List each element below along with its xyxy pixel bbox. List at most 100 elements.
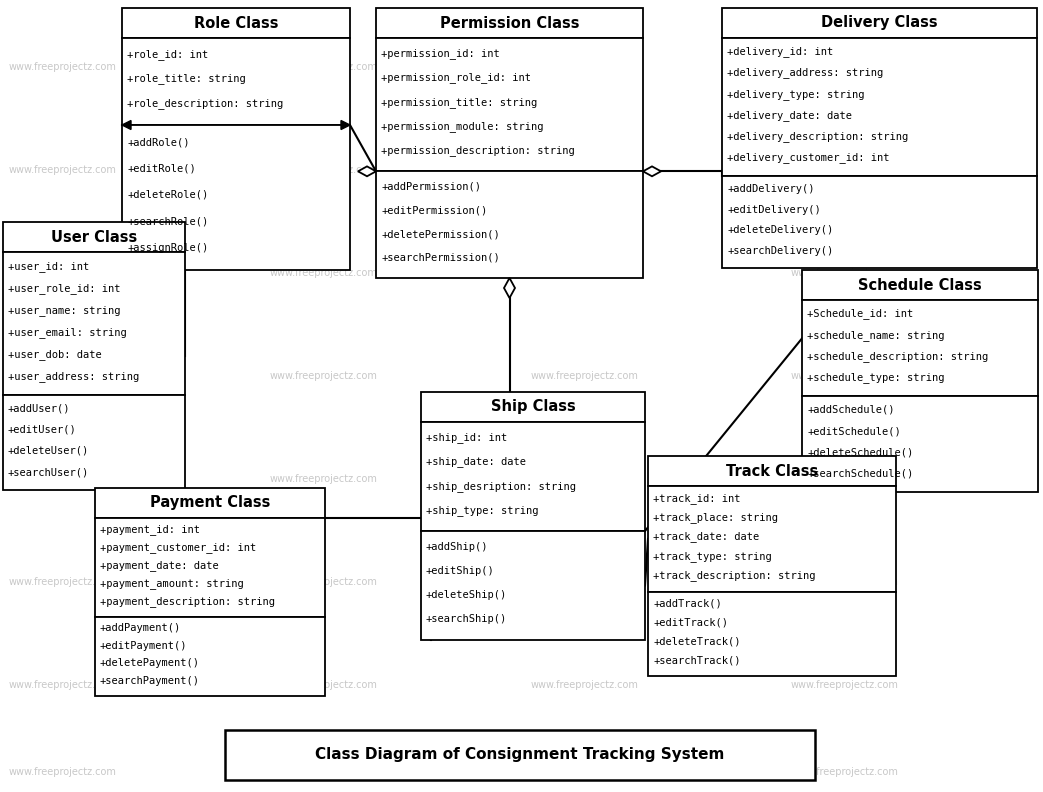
Bar <box>722 8 1037 38</box>
Text: +addSchedule(): +addSchedule() <box>807 405 895 415</box>
Text: www.freeprojectz.com: www.freeprojectz.com <box>530 474 638 484</box>
Text: www.freeprojectz.com: www.freeprojectz.com <box>791 474 899 484</box>
Text: +Schedule_id: int: +Schedule_id: int <box>807 308 914 319</box>
Text: www.freeprojectz.com: www.freeprojectz.com <box>791 166 899 175</box>
Text: +editPermission(): +editPermission() <box>381 205 487 215</box>
Text: +deletePermission(): +deletePermission() <box>381 229 500 239</box>
Text: www.freeprojectz.com: www.freeprojectz.com <box>791 63 899 72</box>
Text: +role_title: string: +role_title: string <box>127 74 246 85</box>
Text: +deleteDelivery(): +deleteDelivery() <box>727 225 833 235</box>
Text: +editSchedule(): +editSchedule() <box>807 426 901 436</box>
Text: +schedule_name: string: +schedule_name: string <box>807 329 945 341</box>
Text: www.freeprojectz.com: www.freeprojectz.com <box>8 268 117 278</box>
Text: User Class: User Class <box>51 230 137 245</box>
Text: +user_email: string: +user_email: string <box>8 327 127 337</box>
Text: +assignRole(): +assignRole() <box>127 242 209 253</box>
Text: www.freeprojectz.com: www.freeprojectz.com <box>791 767 899 777</box>
Bar <box>648 486 896 592</box>
Text: +user_role_id: int: +user_role_id: int <box>8 283 121 294</box>
Text: +deleteTrack(): +deleteTrack() <box>653 636 741 646</box>
Text: +track_date: date: +track_date: date <box>653 531 759 543</box>
Text: +addShip(): +addShip() <box>426 542 488 552</box>
Bar <box>722 176 1037 268</box>
Text: www.freeprojectz.com: www.freeprojectz.com <box>269 680 378 690</box>
Text: www.freeprojectz.com: www.freeprojectz.com <box>269 268 378 278</box>
Text: +payment_description: string: +payment_description: string <box>100 596 275 607</box>
Text: www.freeprojectz.com: www.freeprojectz.com <box>530 767 638 777</box>
Text: +delivery_date: date: +delivery_date: date <box>727 110 852 121</box>
Text: +ship_desription: string: +ship_desription: string <box>426 481 576 492</box>
Bar <box>225 730 815 780</box>
Text: +schedule_description: string: +schedule_description: string <box>807 351 989 362</box>
Polygon shape <box>642 166 661 177</box>
Bar <box>95 488 325 518</box>
Text: +track_place: string: +track_place: string <box>653 512 778 524</box>
Text: Delivery Class: Delivery Class <box>821 16 938 31</box>
Text: Payment Class: Payment Class <box>150 496 270 511</box>
Polygon shape <box>341 120 350 130</box>
Text: +payment_amount: string: +payment_amount: string <box>100 578 244 589</box>
Text: +permission_module: string: +permission_module: string <box>381 121 543 132</box>
Text: Ship Class: Ship Class <box>490 399 576 414</box>
Text: +searchShip(): +searchShip() <box>426 615 507 624</box>
Bar <box>421 422 645 531</box>
Text: +permission_title: string: +permission_title: string <box>381 97 537 108</box>
Text: Role Class: Role Class <box>194 16 278 31</box>
Text: +addRole(): +addRole() <box>127 137 190 147</box>
Bar <box>122 8 350 38</box>
Text: +permission_role_id: int: +permission_role_id: int <box>381 73 531 83</box>
Text: +payment_date: date: +payment_date: date <box>100 560 219 571</box>
Bar <box>802 270 1038 300</box>
Text: +addPayment(): +addPayment() <box>100 623 181 634</box>
Text: +addUser(): +addUser() <box>8 404 71 413</box>
Text: www.freeprojectz.com: www.freeprojectz.com <box>269 63 378 72</box>
Text: +editUser(): +editUser() <box>8 425 77 435</box>
Bar <box>3 394 185 490</box>
Text: +deleteUser(): +deleteUser() <box>8 446 90 456</box>
Text: www.freeprojectz.com: www.freeprojectz.com <box>791 371 899 381</box>
Text: www.freeprojectz.com: www.freeprojectz.com <box>8 767 117 777</box>
Text: www.freeprojectz.com: www.freeprojectz.com <box>8 371 117 381</box>
Polygon shape <box>504 278 515 298</box>
Text: +track_description: string: +track_description: string <box>653 569 816 581</box>
Bar <box>802 300 1038 396</box>
Text: +delivery_description: string: +delivery_description: string <box>727 131 908 143</box>
Bar <box>375 38 642 171</box>
Text: +deletePayment(): +deletePayment() <box>100 658 200 668</box>
Text: www.freeprojectz.com: www.freeprojectz.com <box>530 577 638 587</box>
Text: +editRole(): +editRole() <box>127 163 196 173</box>
Text: +searchRole(): +searchRole() <box>127 216 209 227</box>
Text: +searchPermission(): +searchPermission() <box>381 253 500 263</box>
Text: www.freeprojectz.com: www.freeprojectz.com <box>791 680 899 690</box>
Text: www.freeprojectz.com: www.freeprojectz.com <box>269 767 378 777</box>
Bar <box>3 222 185 252</box>
Text: +schedule_type: string: +schedule_type: string <box>807 372 945 383</box>
Text: +ship_date: date: +ship_date: date <box>426 456 526 467</box>
Text: Schedule Class: Schedule Class <box>858 277 981 292</box>
Text: +editTrack(): +editTrack() <box>653 618 728 627</box>
Text: +addTrack(): +addTrack() <box>653 599 722 609</box>
Text: +user_name: string: +user_name: string <box>8 305 121 316</box>
Text: +delivery_type: string: +delivery_type: string <box>727 89 865 100</box>
Text: +addPermission(): +addPermission() <box>381 181 481 192</box>
Text: www.freeprojectz.com: www.freeprojectz.com <box>8 474 117 484</box>
Text: +searchTrack(): +searchTrack() <box>653 655 741 665</box>
Text: www.freeprojectz.com: www.freeprojectz.com <box>530 680 638 690</box>
Text: www.freeprojectz.com: www.freeprojectz.com <box>530 268 638 278</box>
Text: +delivery_id: int: +delivery_id: int <box>727 47 833 57</box>
Text: Permission Class: Permission Class <box>440 16 579 31</box>
Text: +ship_type: string: +ship_type: string <box>426 505 538 516</box>
Polygon shape <box>122 120 131 130</box>
Text: www.freeprojectz.com: www.freeprojectz.com <box>8 166 117 175</box>
Text: +ship_id: int: +ship_id: int <box>426 432 507 444</box>
Text: Class Diagram of Consignment Tracking System: Class Diagram of Consignment Tracking Sy… <box>315 748 725 763</box>
Text: +editPayment(): +editPayment() <box>100 641 188 651</box>
Bar <box>122 125 350 270</box>
Text: +deleteShip(): +deleteShip() <box>426 590 507 600</box>
Text: +editDelivery(): +editDelivery() <box>727 205 821 215</box>
Polygon shape <box>358 166 375 177</box>
Text: www.freeprojectz.com: www.freeprojectz.com <box>269 166 378 175</box>
Text: +delivery_customer_id: int: +delivery_customer_id: int <box>727 153 890 163</box>
Bar <box>95 617 325 696</box>
Text: +payment_id: int: +payment_id: int <box>100 524 200 535</box>
